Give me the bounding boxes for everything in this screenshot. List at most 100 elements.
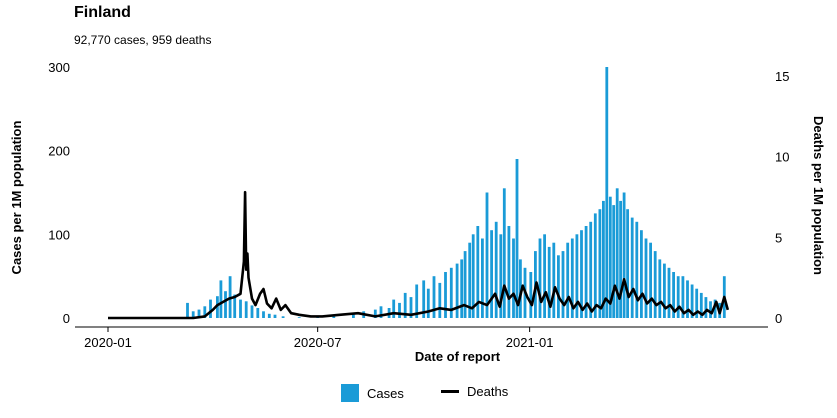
cases-bar	[602, 200, 605, 318]
cases-bar	[709, 301, 712, 318]
y-left-tick-label: 0	[63, 311, 70, 326]
cases-bar	[219, 280, 223, 318]
cases-bar	[690, 284, 694, 318]
cases-bar	[699, 292, 703, 318]
cases-bar	[557, 255, 560, 319]
cases-bar	[460, 259, 464, 318]
cases-bar	[667, 267, 671, 318]
cases-bar	[392, 299, 396, 318]
legend-label-deaths: Deaths	[467, 384, 509, 399]
cases-bar	[373, 309, 377, 318]
cases-bar	[713, 299, 717, 318]
cases-bar	[622, 192, 626, 318]
cases-bars	[186, 67, 726, 319]
cases-bar	[455, 263, 459, 318]
cases-bar	[233, 294, 237, 318]
cases-bar	[471, 234, 475, 318]
cases-bar	[422, 280, 426, 318]
cases-bar	[502, 188, 506, 318]
cases-bar	[630, 217, 634, 318]
cases-bar	[297, 317, 301, 318]
cases-swatch	[341, 384, 359, 402]
cases-bar	[507, 226, 511, 318]
cases-bar	[209, 299, 212, 318]
cases-bar	[635, 221, 639, 318]
legend-label-cases: Cases	[367, 385, 404, 401]
chart-title: Finland	[74, 4, 131, 21]
cases-bar	[580, 230, 583, 318]
cases-bar	[663, 263, 666, 318]
cases-bar	[332, 315, 336, 318]
cases-bar	[281, 316, 285, 318]
cases-bar	[216, 296, 219, 318]
cases-bar	[415, 284, 419, 318]
y-left-axis-ticks: 0 100 200 300	[48, 60, 70, 326]
cases-bar	[605, 67, 609, 318]
deaths-line	[108, 190, 730, 320]
cases-bar	[543, 234, 546, 318]
cases-bar	[403, 292, 407, 318]
cases-bar	[570, 238, 574, 318]
y-right-tick-label: 10	[775, 150, 789, 165]
cases-bar	[449, 267, 453, 318]
cases-bar	[379, 306, 383, 318]
cases-bar	[256, 308, 260, 318]
cases-bar	[250, 305, 254, 318]
cases-bar	[589, 221, 593, 318]
cases-bar	[398, 302, 401, 318]
x-axis-ticks: 2020-01 2020-07 2021-01	[84, 327, 553, 350]
cases-bar	[224, 291, 227, 318]
cases-bar	[615, 188, 619, 318]
cases-bar	[608, 196, 612, 318]
cases-bar	[538, 238, 542, 318]
cases-bar	[547, 246, 551, 318]
y-right-axis-title: Deaths per 1M population	[811, 116, 826, 275]
cases-bar	[644, 238, 648, 318]
cases-bar	[244, 301, 248, 318]
cases-bar	[273, 314, 277, 318]
cases-bar	[575, 234, 579, 318]
cases-bar	[490, 230, 493, 318]
y-left-tick-label: 300	[48, 60, 70, 75]
cases-bar	[640, 230, 643, 318]
cases-bar	[681, 276, 685, 318]
cases-bar	[519, 259, 522, 318]
cases-bar	[432, 276, 436, 318]
cases-bar	[494, 221, 498, 318]
cases-bar	[438, 282, 442, 318]
cases-bar	[612, 205, 616, 318]
legend-item-deaths[interactable]: Deaths	[441, 384, 508, 399]
cases-bar	[444, 272, 447, 318]
chart-legend: Cases Deaths	[0, 384, 837, 406]
cases-bar	[686, 280, 689, 318]
chart-subtitle: 92,770 cases, 959 deaths	[74, 33, 212, 47]
cases-bar	[561, 251, 565, 318]
cases-bar	[485, 192, 489, 318]
cases-bar	[653, 251, 657, 318]
x-tick-label: 2020-07	[294, 335, 342, 350]
cases-bar	[672, 272, 675, 318]
cases-bar	[499, 234, 503, 318]
cases-bar	[658, 259, 662, 318]
cases-bar	[704, 297, 708, 318]
cases-bar	[619, 200, 622, 318]
cases-bar	[552, 242, 556, 318]
cases-bar	[203, 306, 207, 318]
cases-bar	[529, 272, 533, 318]
y-right-axis-ticks: 0 5 10 15	[775, 69, 789, 326]
cases-bar	[515, 159, 519, 318]
y-left-axis-title: Cases per 1M population	[9, 121, 24, 275]
y-left-tick-label: 100	[48, 227, 70, 242]
cases-bar	[512, 238, 515, 318]
cases-bar	[186, 302, 189, 318]
deaths-swatch	[441, 390, 459, 393]
y-right-tick-label: 15	[775, 69, 789, 84]
legend-item-cases[interactable]: Cases	[341, 384, 404, 402]
cases-bar	[352, 313, 355, 318]
cases-bar	[676, 276, 680, 318]
cases-bar	[239, 299, 242, 318]
cases-bar	[191, 311, 195, 318]
cases-bar	[695, 288, 699, 318]
cases-bar	[476, 226, 480, 318]
